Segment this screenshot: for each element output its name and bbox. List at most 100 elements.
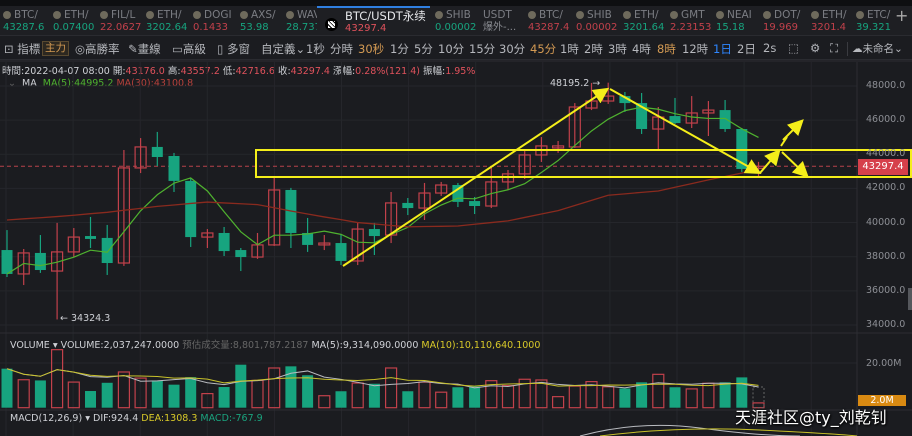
interval-6[interactable]: 15分 (469, 42, 496, 56)
coin-icon (240, 11, 248, 19)
chart-toolbar: ⊡ 指標 主力 ◎高勝率 ✎畫線 ▭高級 ▯ 多窗 自定義⌄ 1秒 分時 30秒 1分… (0, 37, 912, 60)
layout-dropdown[interactable]: ☁未命名⌄ (852, 41, 903, 56)
ma-label[interactable]: MA (22, 78, 37, 89)
volume-bar (568, 385, 581, 409)
time-value: 2022-04-07 08:00 (24, 66, 110, 77)
win-rate-button[interactable]: ◎高勝率 (75, 41, 120, 57)
symbol-tab[interactable]: BTC/43287.4 (525, 6, 573, 36)
volume-bar (719, 382, 731, 408)
target-icon: ◎ (75, 42, 86, 56)
main-badge[interactable]: 主力 (42, 41, 69, 56)
symbol-tab[interactable]: USDT 爆外-... (480, 6, 525, 36)
dropdown-arrow-icon[interactable]: ▾ (85, 413, 90, 424)
symbol-tab[interactable]: SHIB 0.00002 (432, 6, 478, 36)
interval-13[interactable]: 8時 (657, 42, 676, 56)
symbol-tab[interactable]: NEAI 15.18 (713, 6, 760, 36)
axis-scroll-handle[interactable] (908, 288, 912, 310)
symbol-tab[interactable]: FIL/L 22.0627 (97, 6, 143, 36)
interval-8[interactable]: 45分 (530, 42, 557, 56)
custom-label: 自定義 (261, 42, 296, 56)
custom-dropdown[interactable]: 自定義⌄ (261, 41, 305, 57)
symbol-tab[interactable]: ETC/39.321 (853, 6, 893, 36)
candle-body (469, 201, 481, 207)
interval-7[interactable]: 30分 (499, 42, 526, 56)
open-label: 開: (112, 66, 126, 77)
symbol-tab[interactable]: AXS/53.98 (237, 6, 283, 36)
interval-12[interactable]: 4時 (632, 42, 651, 56)
macd-label[interactable]: MACD(12,26,9) (10, 413, 83, 424)
interval-5[interactable]: 10分 (438, 42, 465, 56)
tab-price: 0.07400 (53, 22, 95, 33)
candle-body (85, 236, 96, 239)
tab-price: 0.00002 (576, 22, 618, 33)
volume-bar (418, 381, 431, 409)
interval-10[interactable]: 2時 (584, 42, 603, 56)
symbol-tab[interactable]: ETH/3201.4 (808, 6, 853, 36)
interval-9[interactable]: 1時 (560, 42, 579, 56)
volume-bar (235, 364, 247, 408)
candle-body (351, 228, 364, 262)
collapse-chevron-icon[interactable]: ⌄ (8, 78, 16, 89)
tab-price: 43297.4 (345, 23, 387, 34)
symbol-tab[interactable]: DOT/19.969 (760, 6, 808, 36)
add-tab-button[interactable]: + (895, 6, 909, 25)
coin-icon (193, 11, 201, 19)
interval-16[interactable]: 2日 (737, 42, 756, 56)
win-rate-label: 高勝率 (85, 42, 120, 56)
volume-bar (402, 391, 414, 408)
settings-gear-icon[interactable]: ⚙ (810, 41, 821, 55)
volume-label[interactable]: VOLUME (10, 340, 50, 351)
symbol-tab[interactable]: SHIB 0.00002 (573, 6, 620, 36)
volume-bar (452, 387, 464, 408)
price-axis-tick: 38000.0 (866, 250, 906, 262)
time-label: 時間: (2, 66, 25, 77)
volume-bar (551, 396, 565, 409)
tab-symbol: SHIB (576, 9, 620, 22)
candle-body (34, 252, 46, 271)
coin-icon (146, 11, 154, 19)
window-top-bar (0, 0, 912, 6)
interval-15[interactable]: 1日 (713, 42, 732, 56)
tab-price: 3201.4 (811, 22, 846, 33)
candle-body (551, 145, 565, 149)
current-volume-label: 2.0M (858, 395, 906, 406)
dropdown-arrow-icon[interactable]: ▾ (52, 340, 58, 351)
fullscreen-icon[interactable]: ⛶ (830, 41, 839, 55)
symbol-tab[interactable]: ETH/0.07400 (50, 6, 97, 36)
low-marker: ← 34324.3 (60, 313, 111, 324)
symbol-tab[interactable]: BTC/USDT永续 43297.4 (317, 6, 430, 36)
candle-body (435, 184, 448, 194)
symbol-tab[interactable]: ETH/3201.64 (620, 6, 667, 36)
symbol-tab[interactable]: DOGI 0.1433 (190, 6, 237, 36)
volume-bar (585, 381, 598, 409)
interval-14[interactable]: 12時 (682, 42, 709, 56)
price-axis-tick: 42000.0 (866, 182, 906, 194)
volume-bar (285, 366, 297, 408)
candle-body (17, 252, 30, 275)
volume-ma5: MA(5):9,314,090.0000 (311, 340, 419, 351)
watermark: 天涯社区@ty_刘乾钊 (735, 408, 887, 427)
screenshot-icon[interactable]: ⬚ (788, 41, 799, 55)
symbol-tab[interactable]: WAVI28.737 (283, 6, 317, 36)
interval-2[interactable]: 30秒 (358, 42, 385, 56)
interval-4[interactable]: 5分 (414, 42, 433, 56)
symbol-tab[interactable]: GMT 2.23153 (667, 6, 713, 36)
interval-3[interactable]: 1分 (390, 42, 409, 56)
multi-window-button[interactable]: ▯ 多窗 (217, 41, 250, 57)
draw-button[interactable]: ✎畫線 (128, 41, 161, 57)
macd-legend: MACD(12,26,9) ▾ DIF:924.4 DEA:1308.3 MAC… (10, 413, 263, 424)
interval-1[interactable]: 分時 (330, 42, 353, 56)
interval-0[interactable]: 1秒 (306, 42, 325, 56)
indicator-button[interactable]: ⊡ 指標 (4, 41, 40, 57)
indicator-label: 指標 (17, 42, 41, 56)
support-zone-rectangle (255, 149, 912, 178)
advanced-button[interactable]: ▭高級 (172, 41, 206, 57)
exchange-logo-icon (325, 18, 338, 31)
symbol-tab[interactable]: ETH/3202.64 (143, 6, 190, 36)
volume-bar (669, 387, 681, 408)
symbol-tab[interactable]: BTC/43287.6 (0, 6, 50, 36)
candle-body (719, 110, 731, 130)
interval-17[interactable]: 2s (763, 41, 777, 55)
interval-11[interactable]: 3時 (608, 42, 627, 56)
